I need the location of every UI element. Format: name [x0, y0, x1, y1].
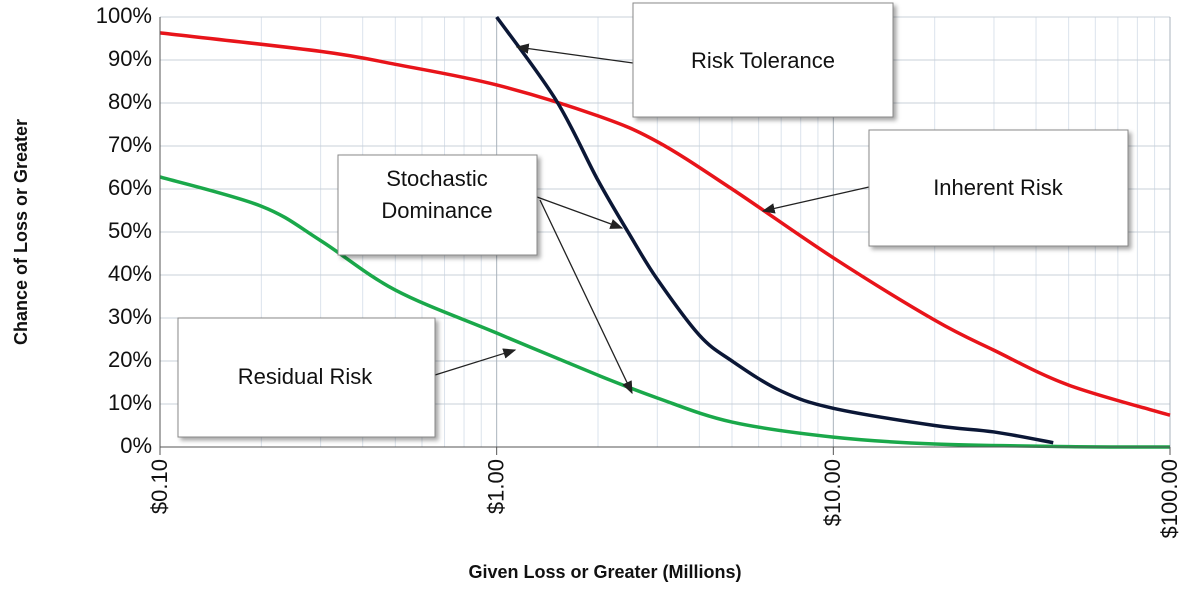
- y-tick-label: 70%: [108, 132, 152, 157]
- y-tick-label: 90%: [108, 46, 152, 71]
- y-tick-label: 0%: [120, 433, 152, 458]
- series-line: [495, 15, 1054, 445]
- annotation-text: Dominance: [381, 198, 492, 223]
- arrow: [761, 186, 870, 214]
- annotation-inherent-risk: Inherent Risk: [761, 129, 1129, 247]
- y-axis-title: Chance of Loss or Greater: [11, 119, 31, 345]
- annotation-text: Residual Risk: [238, 364, 373, 389]
- annotation-residual-risk: Residual Risk: [177, 317, 517, 438]
- annotation-text: Stochastic: [386, 166, 488, 191]
- annotation-box: [337, 154, 538, 256]
- series-line: [159, 31, 1171, 417]
- y-tick-label: 80%: [108, 89, 152, 114]
- arrow: [515, 43, 634, 64]
- x-tick-label: $100.00: [1157, 459, 1182, 539]
- y-tick-label: 60%: [108, 175, 152, 200]
- x-tick-label: $10.00: [820, 459, 845, 526]
- annotation-text: Risk Tolerance: [691, 48, 835, 73]
- y-tick-label: 40%: [108, 261, 152, 286]
- y-tick-label: 30%: [108, 304, 152, 329]
- annotation-box: [632, 2, 894, 118]
- axes: 0% 10% 20% 30% 40% 50% 60% 70% 80% 90% 100% $0.10 $1…: [96, 3, 1182, 539]
- y-tick-label: 50%: [108, 218, 152, 243]
- annotation-risk-tolerance: Risk Tolerance: [515, 2, 894, 118]
- arrow: [539, 199, 633, 395]
- x-axis-title: Given Loss or Greater (Millions): [468, 562, 741, 582]
- lines: [159, 15, 1171, 449]
- x-tick-label: $0.10: [147, 459, 172, 514]
- annotation-text: Inherent Risk: [933, 175, 1064, 200]
- annotation-stochastic: Stochastic Dominance: [337, 154, 633, 395]
- arrow: [536, 196, 624, 229]
- y-tick-label: 10%: [108, 390, 152, 415]
- y-tick-label: 20%: [108, 347, 152, 372]
- arrow: [434, 348, 517, 376]
- series-line: [159, 175, 1171, 449]
- annotation-box: [177, 317, 436, 438]
- annotation-box: [868, 129, 1129, 247]
- y-tick-label: 100%: [96, 3, 152, 28]
- x-tick-label: $1.00: [483, 459, 508, 514]
